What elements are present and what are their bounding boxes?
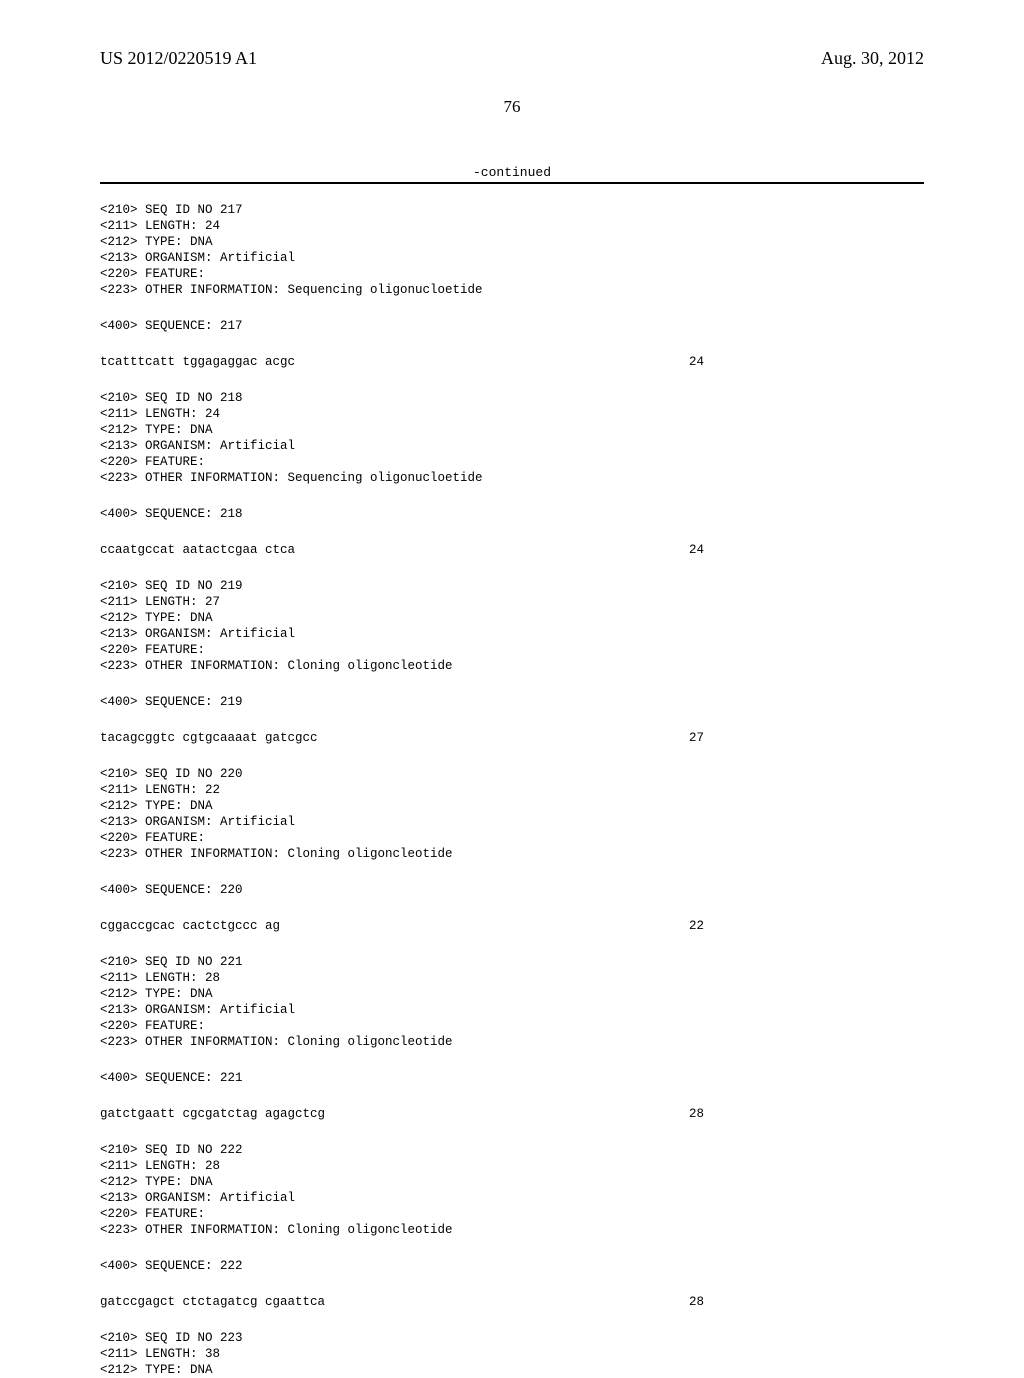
- sequence-text: cggaccgcac cactctgccc ag: [100, 918, 280, 934]
- sequence-listing: <210> SEQ ID NO 217 <211> LENGTH: 24 <21…: [100, 202, 924, 1378]
- sequence-label: <400> SEQUENCE: 218: [100, 506, 924, 522]
- sequence-length: 27: [689, 730, 924, 746]
- sequence-meta: <210> SEQ ID NO 217 <211> LENGTH: 24 <21…: [100, 202, 924, 298]
- horizontal-rule: [100, 182, 924, 184]
- sequence-meta: <210> SEQ ID NO 219 <211> LENGTH: 27 <21…: [100, 578, 924, 674]
- sequence-length: 22: [689, 918, 924, 934]
- sequence-label: <400> SEQUENCE: 219: [100, 694, 924, 710]
- sequence-text: gatctgaatt cgcgatctag agagctcg: [100, 1106, 325, 1122]
- sequence-text: gatccgagct ctctagatcg cgaattca: [100, 1294, 325, 1310]
- sequence-row: tacagcggtc cgtgcaaaat gatcgcc 27: [100, 730, 924, 746]
- page-header: US 2012/0220519 A1 Aug. 30, 2012: [100, 48, 924, 69]
- sequence-meta: <210> SEQ ID NO 221 <211> LENGTH: 28 <21…: [100, 954, 924, 1050]
- sequence-label: <400> SEQUENCE: 220: [100, 882, 924, 898]
- sequence-meta: <210> SEQ ID NO 218 <211> LENGTH: 24 <21…: [100, 390, 924, 486]
- sequence-row: gatctgaatt cgcgatctag agagctcg 28: [100, 1106, 924, 1122]
- sequence-row: cggaccgcac cactctgccc ag 22: [100, 918, 924, 934]
- sequence-row: tcatttcatt tggagaggac acgc 24: [100, 354, 924, 370]
- sequence-text: tcatttcatt tggagaggac acgc: [100, 354, 295, 370]
- publication-number: US 2012/0220519 A1: [100, 48, 257, 69]
- sequence-label: <400> SEQUENCE: 217: [100, 318, 924, 334]
- patent-page: US 2012/0220519 A1 Aug. 30, 2012 76 -con…: [0, 0, 1024, 1378]
- publication-date: Aug. 30, 2012: [821, 48, 924, 69]
- sequence-row: gatccgagct ctctagatcg cgaattca 28: [100, 1294, 924, 1310]
- sequence-label: <400> SEQUENCE: 221: [100, 1070, 924, 1086]
- sequence-text: ccaatgccat aatactcgaa ctca: [100, 542, 295, 558]
- sequence-meta: <210> SEQ ID NO 223 <211> LENGTH: 38 <21…: [100, 1330, 924, 1378]
- continued-label: -continued: [100, 165, 924, 180]
- sequence-meta: <210> SEQ ID NO 220 <211> LENGTH: 22 <21…: [100, 766, 924, 862]
- sequence-length: 24: [689, 542, 924, 558]
- sequence-meta: <210> SEQ ID NO 222 <211> LENGTH: 28 <21…: [100, 1142, 924, 1238]
- sequence-row: ccaatgccat aatactcgaa ctca 24: [100, 542, 924, 558]
- page-number: 76: [100, 97, 924, 117]
- sequence-length: 28: [689, 1106, 924, 1122]
- sequence-length: 24: [689, 354, 924, 370]
- sequence-text: tacagcggtc cgtgcaaaat gatcgcc: [100, 730, 318, 746]
- sequence-label: <400> SEQUENCE: 222: [100, 1258, 924, 1274]
- sequence-length: 28: [689, 1294, 924, 1310]
